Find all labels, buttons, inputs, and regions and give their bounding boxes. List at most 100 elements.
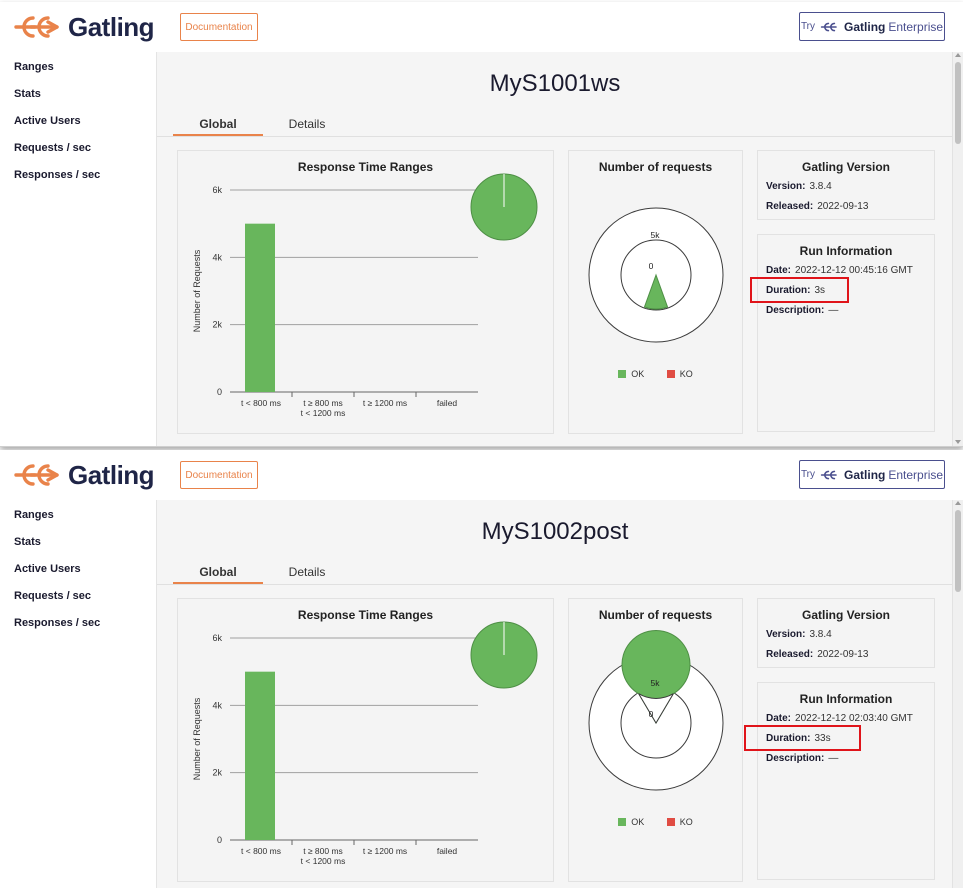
logo-text: Gatling [68, 459, 155, 490]
run-card-title: Run Information [799, 244, 893, 258]
requests-chart-title: Number of requests [598, 608, 713, 622]
legend-item-ko[interactable]: KO [666, 817, 693, 827]
tab-details[interactable]: Details [288, 117, 326, 131]
ranges-chart-title: Response Time Ranges [297, 160, 434, 174]
duration-line: Duration: 3s [766, 285, 825, 296]
date-line: Date: 2022-12-12 02:03:40 GMT [766, 713, 913, 724]
gatling-version-card: Gatling Version Version: 3.8.4 Released: 2… [757, 598, 935, 668]
requests-legend: OK KO [569, 369, 742, 379]
sidebar-item-stats[interactable]: Stats [14, 536, 41, 548]
version-label: Version: [766, 629, 806, 640]
page-title: MyS1001ws [489, 70, 621, 97]
gauge-tick-5k: 5k [651, 678, 661, 688]
ranges-chart-title: Response Time Ranges [297, 608, 434, 622]
scrollbar[interactable] [952, 500, 963, 888]
sidebar-item-requests-per-sec[interactable]: Requests / sec [14, 142, 92, 154]
sidebar-item-responses-per-sec[interactable]: Responses / sec [14, 617, 101, 629]
released-label: Released: [766, 649, 814, 660]
version-card-title: Gatling Version [801, 608, 891, 622]
duration-label: Duration: [766, 285, 811, 296]
released-label: Released: [766, 201, 814, 212]
scroll-down-arrow[interactable] [955, 440, 961, 444]
tab-bar: Global Details [157, 562, 953, 585]
legend-ok-label: OK [631, 817, 645, 827]
sidebar-item-requests-per-sec[interactable]: Requests / sec [14, 590, 92, 602]
scroll-up-arrow[interactable] [955, 501, 961, 505]
y-tick-label: 0 [217, 835, 222, 845]
date-value: 2022-12-12 02:03:40 GMT [795, 713, 913, 724]
gatling-logo[interactable]: Gatling [14, 10, 155, 44]
x-tick-label: t < 1200 ms [301, 856, 346, 866]
sidebar-item-ranges[interactable]: Ranges [14, 509, 54, 521]
tab-global[interactable]: Global [173, 114, 263, 136]
description-line: Description: — [766, 305, 838, 316]
scrollbar-thumb[interactable] [955, 510, 961, 592]
response-time-ranges-chart: 0 2k 4k 6k Number of Requests t < 800 ms t ≥ 8… [192, 173, 538, 418]
scrollbar[interactable] [952, 52, 963, 446]
gatling-logo[interactable]: Gatling [14, 458, 155, 492]
tab-details[interactable]: Details [288, 565, 326, 579]
description-line: Description: — [766, 753, 838, 764]
y-tick-label: 6k [212, 185, 222, 195]
version-value: 3.8.4 [809, 181, 832, 192]
page-title: MyS1002post [481, 518, 629, 545]
try-enterprise-button[interactable]: Try Gatling Enterprise [799, 460, 945, 489]
report-frame-1: Gatling Documentation Try Gatling Enterp… [0, 2, 963, 447]
number-of-requests-chart: 0 5k [588, 630, 724, 791]
tab-global[interactable]: Global [173, 562, 263, 584]
sidebar-item-active-users[interactable]: Active Users [14, 563, 81, 575]
version-label: Version: [766, 181, 806, 192]
sidebar: Ranges Stats Active Users Requests / sec… [0, 52, 157, 446]
legend-item-ok[interactable]: OK [618, 817, 644, 827]
sidebar-item-responses-per-sec[interactable]: Responses / sec [14, 169, 101, 181]
description-label: Description: [766, 753, 825, 764]
duration-value: 33s [814, 733, 831, 744]
released-value: 2022-09-13 [817, 201, 869, 212]
gatling-logo-icon [14, 16, 59, 38]
x-tick-label: t < 800 ms [241, 846, 281, 856]
documentation-button[interactable]: Documentation [180, 13, 258, 41]
enterprise-logo-icon [820, 22, 837, 31]
tab-bar: Global Details [157, 114, 953, 137]
ok-swatch [618, 370, 627, 378]
y-axis-label: Number of Requests [192, 697, 202, 780]
duration-value: 3s [814, 285, 826, 296]
gatling-version-card: Gatling Version Version: 3.8.4 Released: 2… [757, 150, 935, 220]
documentation-button[interactable]: Documentation [180, 461, 258, 489]
date-line: Date: 2022-12-12 00:45:16 GMT [766, 265, 913, 276]
y-tick-label: 4k [212, 700, 222, 710]
sidebar-item-active-users[interactable]: Active Users [14, 115, 81, 127]
sidebar-item-ranges[interactable]: Ranges [14, 61, 54, 73]
description-label: Description: [766, 305, 825, 316]
gauge-tick-5k: 5k [651, 230, 661, 240]
legend-ko-label: KO [679, 817, 693, 827]
response-time-ranges-chart: 0 2k 4k 6k Number of Requests t < 800 ms t ≥ 8… [192, 621, 538, 866]
legend-item-ok[interactable]: OK [618, 369, 644, 379]
y-tick-label: 2k [212, 768, 222, 778]
response-time-ranges-card: Response Time Ranges 0 2k 4k 6k Number of Re… [177, 150, 554, 434]
description-value: — [828, 753, 839, 764]
ok-swatch [618, 818, 627, 826]
scroll-up-arrow[interactable] [955, 53, 961, 57]
enterprise-suffix: Enterprise [888, 19, 944, 34]
top-bar: Gatling Documentation Try Gatling Enterp… [0, 2, 963, 53]
enterprise-logo-icon [820, 470, 837, 479]
x-tick-label: t < 800 ms [241, 398, 281, 408]
enterprise-brand: Gatling [844, 19, 886, 34]
sidebar-item-stats[interactable]: Stats [14, 88, 41, 100]
released-line: Released: 2022-09-13 [766, 649, 868, 660]
try-enterprise-button[interactable]: Try Gatling Enterprise [799, 12, 945, 41]
top-bar: Gatling Documentation Try Gatling Enterp… [0, 450, 963, 501]
number-of-requests-card: Number of requests 0 5k OK KO [568, 598, 743, 882]
logo-text: Gatling [68, 11, 155, 42]
number-of-requests-chart: 0 5k [588, 207, 724, 343]
legend-item-ko[interactable]: KO [666, 369, 693, 379]
y-tick-label: 6k [212, 633, 222, 643]
scrollbar-thumb[interactable] [955, 62, 961, 144]
duration-highlight-box [744, 725, 861, 751]
x-tick-label: t ≥ 1200 ms [363, 398, 407, 408]
released-value: 2022-09-13 [817, 649, 869, 660]
legend-ok-label: OK [631, 369, 645, 379]
duration-line: Duration: 33s [766, 733, 831, 744]
gauge-wedge-ok [621, 630, 691, 724]
